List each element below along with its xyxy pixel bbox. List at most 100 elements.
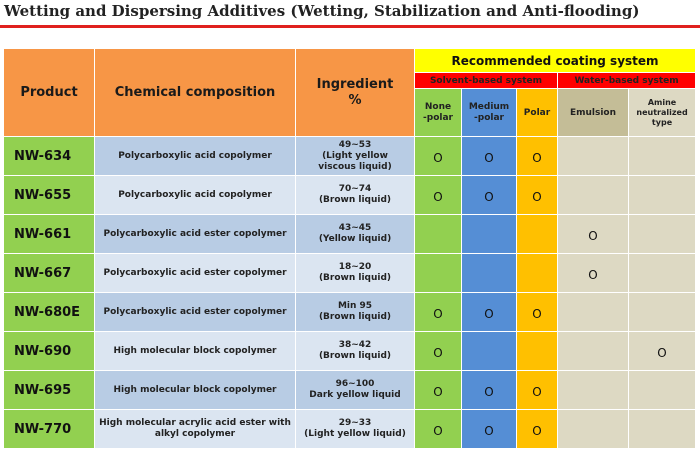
additives-table: Product Chemical composition Ingredient …	[3, 48, 697, 449]
header-amine-line3: type	[651, 117, 673, 127]
ingredient-line: 96~100	[335, 379, 375, 389]
amine-cell	[627, 136, 697, 176]
ingredient-line: (Yellow liquid)	[318, 234, 392, 244]
table-row: NW-680E Polycarboxylic acid ester copoly…	[3, 292, 697, 332]
chemical-cell: High molecular block copolymer	[94, 331, 296, 371]
ingredient-line: 70~74	[338, 184, 372, 194]
chemical-line: High molecular acrylic acid ester with	[99, 418, 291, 428]
header-product: Product	[3, 48, 95, 137]
polar-cell	[516, 214, 558, 254]
medium-polar-cell: O	[461, 136, 517, 176]
chemical-cell: High molecular block copolymer	[94, 370, 296, 410]
none-polar-cell: O	[414, 292, 462, 332]
suitability-mark: O	[532, 150, 542, 165]
suitability-mark: O	[433, 189, 443, 204]
polar-cell: O	[516, 136, 558, 176]
none-polar-cell: O	[414, 331, 462, 371]
table-row: NW-661 Polycarboxylic acid ester copolym…	[3, 214, 697, 254]
chemical-cell: Polycarboxylic acid copolymer	[94, 136, 296, 176]
medium-polar-cell: O	[461, 409, 517, 449]
suitability-mark: O	[532, 306, 542, 321]
header-none-polar: None -polar	[414, 88, 462, 137]
table-row: NW-690 High molecular block copolymer 38…	[3, 331, 697, 371]
emulsion-cell	[557, 409, 629, 449]
ingredient-cell: 49~53 (Light yellow viscous liquid)	[295, 136, 415, 176]
medium-polar-cell: O	[461, 370, 517, 410]
ingredient-line: 29~33	[338, 418, 372, 428]
ingredient-cell: Min 95 (Brown liquid)	[295, 292, 415, 332]
chemical-line: High molecular block copolymer	[113, 345, 277, 356]
amine-cell	[627, 214, 697, 254]
emulsion-cell	[557, 370, 629, 410]
suitability-mark: O	[588, 228, 598, 243]
suitability-mark: O	[433, 384, 443, 399]
chemical-cell: High molecular acrylic acid ester with a…	[94, 409, 296, 449]
amine-cell	[627, 370, 697, 410]
none-polar-cell	[414, 214, 462, 254]
suitability-mark: O	[532, 384, 542, 399]
polar-cell	[516, 331, 558, 371]
ingredient-cell: 18~20 (Brown liquid)	[295, 253, 415, 293]
amine-cell	[627, 292, 697, 332]
ingredient-cell: 43~45 (Yellow liquid)	[295, 214, 415, 254]
ingredient-line: viscous liquid)	[318, 161, 392, 172]
medium-polar-cell	[461, 253, 517, 293]
amine-cell: O	[627, 331, 697, 371]
product-cell: NW-634	[3, 136, 95, 176]
suitability-mark: O	[433, 306, 443, 321]
ingredient-line: (Brown liquid)	[318, 312, 392, 322]
ingredient-line: Dark yellow liquid	[309, 390, 401, 400]
header-ingredient-line1: Ingredient	[316, 76, 394, 92]
product-cell: NW-770	[3, 409, 95, 449]
emulsion-cell	[557, 175, 629, 215]
ingredient-line: 49~53	[338, 139, 372, 150]
table-row: NW-770 High molecular acrylic acid ester…	[3, 409, 697, 449]
polar-cell: O	[516, 292, 558, 332]
none-polar-cell: O	[414, 175, 462, 215]
header-emulsion: Emulsion	[557, 88, 629, 137]
header-amine-neutralized: Amine neutralized type	[627, 88, 697, 137]
ingredient-line: (Brown liquid)	[318, 195, 392, 205]
none-polar-cell: O	[414, 409, 462, 449]
header-amine-line1: Amine	[647, 97, 677, 107]
chemical-cell: Polycarboxylic acid ester copolymer	[94, 253, 296, 293]
product-cell: NW-695	[3, 370, 95, 410]
chemical-line: Polycarboxylic acid copolymer	[118, 189, 272, 200]
chemical-line: alkyl copolymer	[154, 429, 236, 439]
suitability-mark: O	[532, 189, 542, 204]
suitability-mark: O	[433, 423, 443, 438]
emulsion-cell: O	[557, 253, 629, 293]
emulsion-cell	[557, 292, 629, 332]
chemical-cell: Polycarboxylic acid ester copolymer	[94, 292, 296, 332]
ingredient-line: (Light yellow	[322, 150, 388, 161]
ingredient-cell: 29~33 (Light yellow liquid)	[295, 409, 415, 449]
product-cell: NW-655	[3, 175, 95, 215]
ingredient-cell: 38~42 (Brown liquid)	[295, 331, 415, 371]
suitability-mark: O	[588, 267, 598, 282]
header-medium-polar-line2: -polar	[474, 112, 504, 123]
ingredient-line: 43~45	[338, 223, 372, 233]
ingredient-line: 38~42	[338, 340, 372, 350]
polar-cell	[516, 253, 558, 293]
header-ingredient: Ingredient %	[295, 48, 415, 137]
none-polar-cell: O	[414, 136, 462, 176]
ingredient-line: (Brown liquid)	[318, 351, 392, 361]
medium-polar-cell: O	[461, 292, 517, 332]
table-row: NW-655 Polycarboxylic acid copolymer 70~…	[3, 175, 697, 215]
chemical-cell: Polycarboxylic acid ester copolymer	[94, 214, 296, 254]
amine-cell	[627, 409, 697, 449]
header-none-polar-line2: -polar	[423, 112, 453, 123]
header-recommended-coating: Recommended coating system	[413, 48, 697, 73]
polar-cell: O	[516, 409, 558, 449]
product-cell: NW-667	[3, 253, 95, 293]
chemical-line: Polycarboxylic acid ester copolymer	[103, 267, 287, 278]
title-rule	[0, 25, 700, 28]
suitability-mark: O	[433, 345, 443, 360]
ingredient-line: 18~20	[338, 262, 372, 272]
suitability-mark: O	[433, 150, 443, 165]
suitability-mark: O	[484, 384, 494, 399]
ingredient-line: (Light yellow liquid)	[304, 429, 406, 439]
header-ingredient-line2: %	[348, 92, 362, 108]
table-row: NW-667 Polycarboxylic acid ester copolym…	[3, 253, 697, 293]
chemical-line: Polycarboxylic acid copolymer	[118, 150, 272, 161]
